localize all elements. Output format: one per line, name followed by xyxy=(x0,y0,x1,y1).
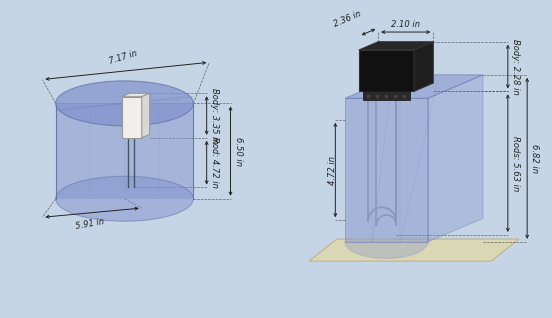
Polygon shape xyxy=(142,93,150,138)
Text: Rod: 4.72 in: Rod: 4.72 in xyxy=(210,137,219,188)
Polygon shape xyxy=(56,103,193,199)
Text: 2.10 in: 2.10 in xyxy=(391,20,420,29)
Text: 6.50 in: 6.50 in xyxy=(233,136,243,166)
Polygon shape xyxy=(359,50,414,91)
Text: 7.17 in: 7.17 in xyxy=(108,49,139,66)
Text: 2.36 in: 2.36 in xyxy=(333,10,363,29)
Polygon shape xyxy=(345,75,483,98)
Text: Body: 3.35 in: Body: 3.35 in xyxy=(210,88,219,143)
Ellipse shape xyxy=(56,81,193,126)
Text: 6.82 in: 6.82 in xyxy=(530,144,539,173)
Text: Rods: 5.63 in: Rods: 5.63 in xyxy=(511,135,520,191)
Polygon shape xyxy=(414,42,433,91)
Text: 5.91 in: 5.91 in xyxy=(75,218,104,231)
Polygon shape xyxy=(345,98,428,242)
Polygon shape xyxy=(428,75,483,242)
Ellipse shape xyxy=(56,176,193,221)
Polygon shape xyxy=(363,91,410,100)
Polygon shape xyxy=(359,42,433,50)
Text: Body: 2.28 in: Body: 2.28 in xyxy=(511,39,520,94)
Polygon shape xyxy=(309,239,519,261)
Polygon shape xyxy=(345,242,428,258)
Polygon shape xyxy=(122,97,142,138)
Text: 4.72 in: 4.72 in xyxy=(327,156,337,184)
Polygon shape xyxy=(122,93,150,97)
